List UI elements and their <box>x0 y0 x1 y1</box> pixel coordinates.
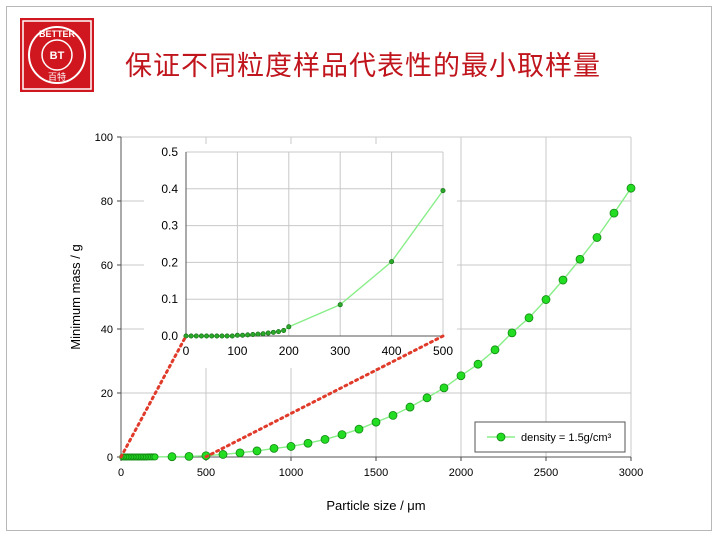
inset-data-point <box>265 330 271 336</box>
logo-outer-ring <box>28 26 86 84</box>
logo-background <box>20 18 94 92</box>
main-x-tick-label: 2500 <box>534 467 558 479</box>
main-data-point <box>626 183 636 193</box>
zoom-connector-right <box>204 334 445 459</box>
inset-data-point <box>183 333 189 339</box>
main-y-tick-label: 100 <box>95 132 113 144</box>
main-data-point <box>303 438 313 448</box>
main-data-point <box>490 345 500 355</box>
inset-data-point <box>389 259 395 265</box>
main-y-tick-label: 40 <box>101 324 113 336</box>
inset-data-point <box>255 331 261 337</box>
inset-data-point <box>193 333 199 339</box>
main-data-point <box>405 402 415 412</box>
main-x-axis-label: Particle size / μm <box>326 498 425 513</box>
inset-y-tick-label: 0.1 <box>161 292 178 306</box>
main-data-point <box>337 430 347 440</box>
inset-y-tick-label: 0.5 <box>161 145 178 159</box>
main-data-point <box>235 448 245 458</box>
inset-x-tick-label: 300 <box>330 344 350 358</box>
inset-x-tick-label: 400 <box>382 344 402 358</box>
main-x-tick-label: 500 <box>197 467 215 479</box>
main-data-point <box>252 446 262 456</box>
main-data-point <box>320 434 330 444</box>
inset-plot-area <box>186 152 443 336</box>
inset-y-tick-label: 0.3 <box>161 219 178 233</box>
logo-inner-ring <box>41 39 73 71</box>
legend-marker <box>496 432 506 442</box>
zoom-connector-left <box>119 334 188 459</box>
main-y-tick-label: 0 <box>107 452 113 464</box>
inset-x-tick-label: 200 <box>279 344 299 358</box>
main-data-point <box>388 410 398 420</box>
inset-x-tick-label: 500 <box>433 344 453 358</box>
main-data-point <box>439 383 449 393</box>
slide-title: 保证不同粒度样品代表性的最小取样量 <box>125 51 601 82</box>
main-data-point <box>422 393 432 403</box>
inset-y-tick-label: 0.2 <box>161 255 178 269</box>
main-data-point <box>167 452 177 462</box>
inset-data-point <box>234 332 240 338</box>
inset-data-point <box>270 329 276 335</box>
main-data-point <box>575 254 585 264</box>
inset-data-point <box>188 333 194 339</box>
inset-x-tick-label: 100 <box>227 344 247 358</box>
inset-data-point <box>209 333 215 339</box>
main-data-point <box>218 450 228 459</box>
main-data-point <box>354 424 364 434</box>
legend-label: density = 1.5g/cm³ <box>521 432 612 444</box>
main-y-tick-label: 20 <box>101 388 113 400</box>
inset-data-point <box>440 188 446 194</box>
main-data-point <box>507 328 517 338</box>
main-data-point <box>269 443 279 453</box>
logo-text-bottom: 百特 <box>48 71 66 83</box>
inset-data-point <box>198 333 204 339</box>
main-y-tick-label: 80 <box>101 196 113 208</box>
main-data-point <box>151 453 159 461</box>
main-data-point <box>456 371 466 381</box>
main-data-point <box>286 442 296 451</box>
main-x-tick-label: 2000 <box>449 467 473 479</box>
inset-data-point <box>337 302 343 308</box>
better-logo: BETTER BT 百特 <box>20 18 94 92</box>
main-data-point <box>592 233 602 242</box>
inset-data-point <box>224 333 230 339</box>
inset-data-point <box>219 333 225 339</box>
main-x-tick-label: 3000 <box>619 467 643 479</box>
main-data-point <box>609 208 619 218</box>
main-x-tick-label: 1000 <box>279 467 303 479</box>
main-y-axis-label: Minimum mass / g <box>68 244 83 349</box>
inset-data-point <box>276 329 282 335</box>
inset-y-tick-label: 0.4 <box>161 182 178 196</box>
inset-data-point <box>286 324 292 330</box>
main-x-tick-label: 1500 <box>364 467 388 479</box>
main-data-point <box>184 451 194 461</box>
logo-text-center: BT <box>50 50 65 62</box>
main-y-tick-label: 60 <box>101 260 113 272</box>
inset-data-point <box>204 333 210 339</box>
main-x-tick-label: 0 <box>118 467 124 479</box>
logo-border <box>22 20 92 90</box>
logo-text-top: BETTER <box>39 29 76 39</box>
inset-data-point <box>240 332 246 338</box>
inset-x-tick-label: 0 <box>183 344 190 358</box>
inset-data-point <box>281 327 287 333</box>
inset-data-point <box>260 331 266 337</box>
inset-data-point <box>229 333 235 339</box>
inset-y-tick-label: 0.0 <box>161 329 178 343</box>
main-data-point <box>524 313 534 323</box>
main-data-point <box>473 359 483 369</box>
inset-data-point <box>214 333 220 339</box>
main-data-point <box>541 295 551 304</box>
main-data-point <box>371 417 381 427</box>
slide-frame <box>6 6 712 531</box>
inset-data-point <box>250 332 256 338</box>
main-data-point <box>558 275 568 285</box>
inset-data-point <box>245 332 251 338</box>
